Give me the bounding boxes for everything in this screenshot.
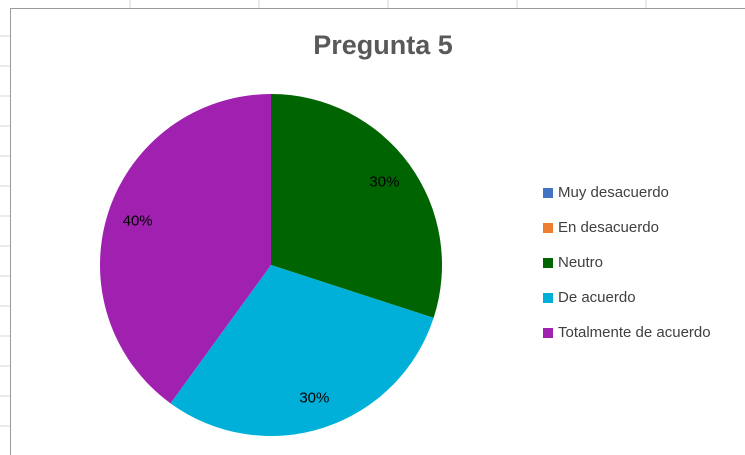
legend-label: De acuerdo [558, 289, 636, 306]
legend-label: Neutro [558, 254, 603, 271]
pie-slice [100, 94, 271, 404]
data-label: 30% [369, 174, 399, 191]
legend-label: Muy desacuerdo [558, 184, 669, 201]
legend-label: En desacuerdo [558, 219, 659, 236]
legend-swatch [543, 223, 553, 233]
legend-swatch [543, 293, 553, 303]
pie-slice [271, 94, 443, 318]
legend-swatch [543, 188, 553, 198]
sheet-grid [0, 0, 647, 427]
data-label: 30% [299, 389, 329, 406]
data-label: 40% [123, 213, 153, 230]
pie-slice [170, 265, 434, 436]
legend-label: Totalmente de acuerdo [558, 324, 711, 341]
pie: 0%0%30%30%40% [100, 94, 443, 436]
legend-swatch [543, 328, 553, 338]
legend-swatch [543, 258, 553, 268]
chart-title: Pregunta 5 [313, 30, 453, 60]
legend: Muy desacuerdo En desacuerdo Neutro De acue… [543, 184, 711, 341]
